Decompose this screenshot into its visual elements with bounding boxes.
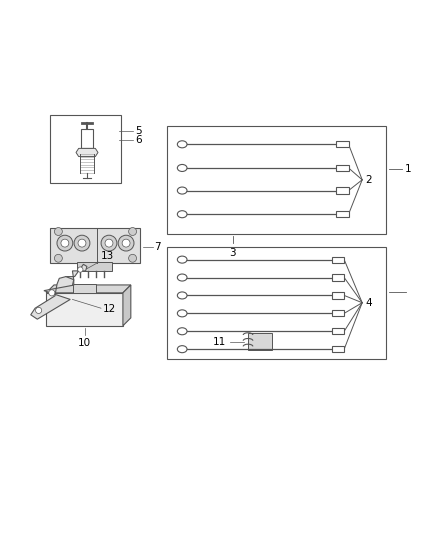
Circle shape	[128, 228, 136, 236]
Text: 13: 13	[101, 251, 114, 261]
Bar	[166, 247, 385, 359]
Bar	[50, 115, 120, 183]
Bar	[73, 284, 96, 293]
Bar	[331, 274, 343, 280]
Polygon shape	[123, 285, 131, 326]
Ellipse shape	[177, 346, 187, 353]
Text: 4: 4	[365, 298, 371, 308]
Bar	[336, 141, 348, 148]
Circle shape	[78, 239, 86, 247]
Ellipse shape	[177, 328, 187, 335]
Ellipse shape	[177, 165, 187, 172]
Text: 11: 11	[212, 336, 226, 346]
Circle shape	[61, 239, 69, 247]
Polygon shape	[64, 264, 87, 285]
Bar	[166, 126, 385, 233]
Bar	[331, 256, 343, 263]
Bar	[336, 211, 348, 217]
Bar	[50, 228, 140, 263]
Circle shape	[105, 239, 113, 247]
Text: 2: 2	[365, 175, 371, 185]
Circle shape	[122, 239, 130, 247]
Circle shape	[54, 254, 62, 262]
Circle shape	[35, 308, 42, 313]
Ellipse shape	[177, 292, 187, 299]
Ellipse shape	[177, 274, 187, 281]
Bar	[46, 293, 123, 326]
Ellipse shape	[177, 187, 187, 194]
Text: 7: 7	[154, 241, 161, 252]
Polygon shape	[31, 277, 74, 319]
Bar	[247, 333, 272, 350]
Bar	[331, 328, 343, 334]
Bar	[81, 128, 93, 148]
Text: 10: 10	[78, 338, 91, 348]
Text: 5: 5	[134, 126, 141, 136]
Circle shape	[101, 235, 117, 251]
Polygon shape	[46, 285, 131, 293]
Ellipse shape	[177, 211, 187, 217]
Bar	[336, 165, 348, 171]
Circle shape	[49, 290, 55, 296]
Circle shape	[78, 267, 83, 272]
Bar	[78, 262, 111, 271]
Bar	[331, 293, 343, 298]
Ellipse shape	[177, 141, 187, 148]
Ellipse shape	[177, 256, 187, 263]
Bar	[336, 188, 348, 193]
Polygon shape	[76, 148, 98, 157]
Circle shape	[128, 254, 136, 262]
Bar	[331, 310, 343, 317]
Text: 3: 3	[229, 248, 236, 257]
Bar	[331, 346, 343, 352]
Text: 6: 6	[134, 135, 141, 145]
Ellipse shape	[177, 310, 187, 317]
Text: 12: 12	[103, 304, 116, 314]
Circle shape	[54, 228, 62, 236]
Text: 1: 1	[404, 164, 411, 174]
Circle shape	[118, 235, 134, 251]
Circle shape	[57, 235, 73, 251]
Circle shape	[74, 235, 90, 251]
